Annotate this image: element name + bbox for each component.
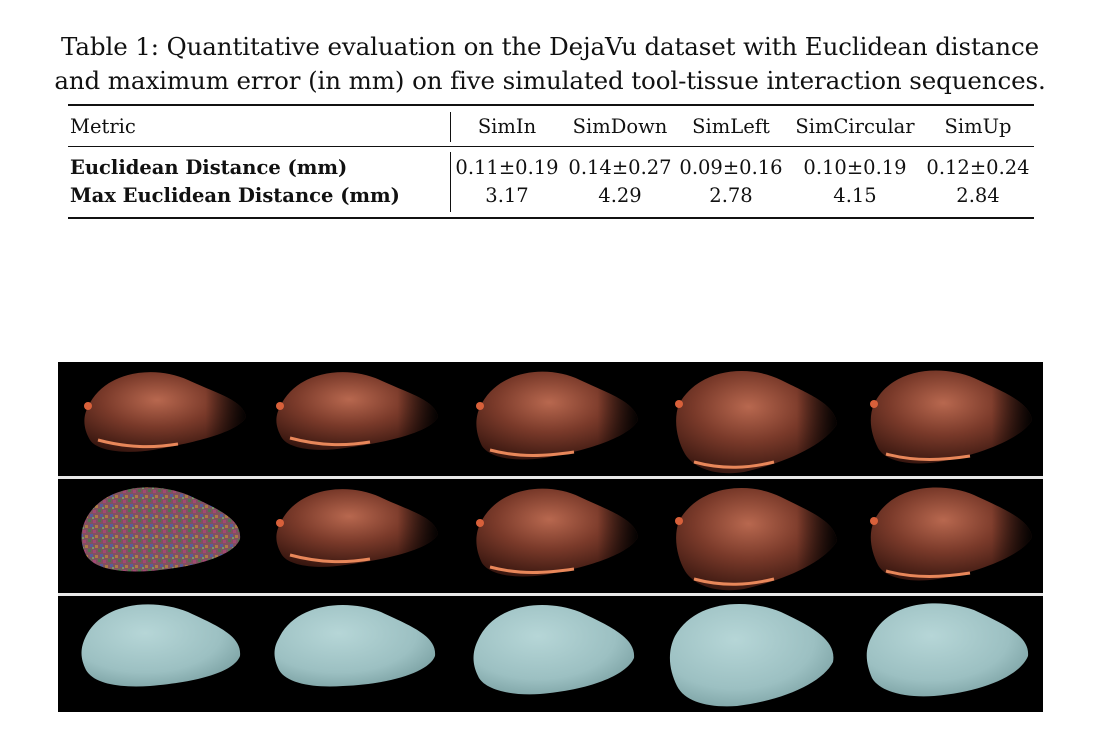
- caption-line-2: and maximum error (in mm) on five simula…: [54, 66, 1046, 95]
- table-cell: 0.11±0.19: [455, 156, 559, 179]
- table-cell: 0.12±0.24: [926, 156, 1030, 179]
- figure-row-reconstruction: [58, 479, 1043, 593]
- column-header-simdown: SimDown: [572, 115, 668, 138]
- table-caption: Table 1: Quantitative evaluation on the …: [0, 30, 1100, 98]
- liver-image: [255, 362, 452, 476]
- column-header-simin: SimIn: [477, 115, 537, 138]
- table-cell: 3.17: [485, 184, 529, 207]
- liver-image: [649, 479, 846, 593]
- table-cell: 0.10±0.19: [803, 156, 907, 179]
- column-header-simcircular: SimCircular: [795, 115, 915, 138]
- mesh-image: [255, 596, 452, 710]
- row-label-max-euclidean-distance: Max Euclidean Distance (mm): [70, 184, 400, 207]
- liver-image: [58, 362, 255, 476]
- liver-image: [846, 362, 1043, 476]
- table-cell: 4.29: [598, 184, 642, 207]
- row-label-euclidean-distance: Euclidean Distance (mm): [70, 156, 348, 179]
- figure-row-divider: [58, 593, 1043, 596]
- column-header-simup: SimUp: [944, 115, 1012, 138]
- liver-image: [452, 362, 649, 476]
- table-top-rule: [68, 104, 1034, 106]
- liver-image: [846, 479, 1043, 593]
- mesh-image: [58, 596, 255, 710]
- liver-image: [255, 479, 452, 593]
- column-header-simleft: SimLeft: [692, 115, 770, 138]
- header-column-separator: [450, 112, 451, 142]
- figure-row-divider: [58, 476, 1043, 479]
- caption-line-1: Table 1: Quantitative evaluation on the …: [61, 32, 1039, 61]
- table-cell: 2.84: [956, 184, 1000, 207]
- table-cell: 0.09±0.16: [679, 156, 783, 179]
- liver-image: [452, 479, 649, 593]
- table-cell: 0.14±0.27: [568, 156, 672, 179]
- mesh-image: [649, 596, 846, 710]
- liver-deformation-figure: [58, 362, 1043, 712]
- mesh-image: [846, 596, 1043, 710]
- metric-header: Metric: [70, 115, 136, 138]
- table-cell: 4.15: [833, 184, 877, 207]
- mesh-image: [452, 596, 649, 710]
- body-column-separator: [450, 152, 451, 212]
- figure-row-rendered: [58, 362, 1043, 476]
- feature-colored-liver-image: [58, 479, 255, 593]
- table-bottom-rule: [68, 217, 1034, 219]
- liver-image: [649, 362, 846, 476]
- table-header-rule: [68, 146, 1034, 147]
- figure-row-mesh: [58, 596, 1043, 710]
- table-cell: 2.78: [709, 184, 753, 207]
